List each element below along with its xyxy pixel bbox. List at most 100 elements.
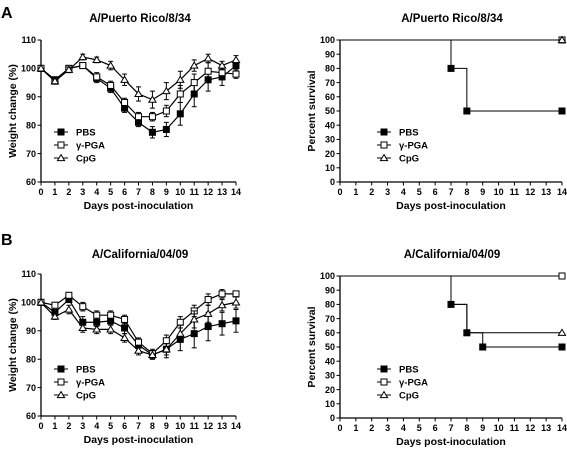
legend-entry: γ-PGA [377,378,428,389]
y-tick-label: 80 [26,354,36,364]
y-axis-label: Weight change (%) [7,64,19,158]
x-tick-label: 7 [136,187,141,197]
x-tick-label: 1 [52,187,57,197]
x-tick-label: 13 [541,187,551,197]
data-point [161,86,171,95]
legend-entry: PBS [377,128,419,139]
legend-label: CpG [76,154,96,165]
data-point [204,296,212,304]
legend-entry: CpG [54,154,96,165]
data-point [232,290,240,298]
x-tick-label: 8 [464,423,469,433]
y-tick-label: 60 [26,411,36,421]
data-point [557,328,567,336]
legend-entry: CpG [54,391,96,402]
data-point [479,343,487,351]
data-point [78,323,88,332]
legend-marker [380,141,388,149]
y-tick-label: 110 [21,35,36,45]
x-tick-label: 6 [122,421,127,431]
data-point [218,290,226,298]
x-tick-label: 14 [231,421,241,431]
y-tick-label: 80 [26,120,36,130]
x-tick-label: 0 [38,421,43,431]
data-point [148,113,156,121]
data-point [161,344,171,353]
x-tick-label: 12 [525,187,535,197]
legend-label: PBS [399,128,419,139]
x-tick-label: 6 [433,187,438,197]
legend-label: CpG [399,391,419,402]
data-point [203,54,213,62]
data-point [50,312,60,320]
data-point [190,330,198,338]
data-point [51,301,59,309]
data-point [203,309,213,317]
legend-label: PBS [399,365,419,376]
y-tick-label: 50 [325,342,335,352]
x-tick-label: 1 [353,187,358,197]
data-point [162,107,170,115]
data-point [231,298,241,306]
x-axis-label: Days post-inoculation [84,200,194,212]
legend-marker [56,390,66,399]
legend-label: γ-PGA [399,378,428,389]
data-point [217,300,227,309]
y-tick-label: 100 [21,298,36,308]
data-point [106,324,116,333]
data-point [64,65,74,73]
x-tick-label: 11 [510,187,520,197]
data-point [92,55,102,63]
x-tick-label: 10 [494,187,504,197]
data-point [176,90,184,98]
chart-title: A/Puerto Rico/8/34 [401,13,503,25]
legend-marker [57,128,65,136]
y-tick-label: 70 [325,314,335,324]
x-tick-label: 8 [464,187,469,197]
x-tick-label: 5 [417,423,422,433]
data-point [204,323,212,331]
legend-label: PBS [76,365,96,376]
legend-entry: γ-PGA [54,378,105,389]
legend-label: PBS [76,128,96,139]
y-tick-label: 70 [325,78,335,88]
data-point [190,90,198,98]
y-tick-label: 30 [325,371,335,381]
data-point [162,337,170,345]
y-tick-label: 90 [26,326,36,336]
x-tick-label: 2 [66,187,71,197]
legend-entry: γ-PGA [54,141,105,152]
legend-marker [57,141,65,149]
data-point [175,329,185,337]
chart-title: A/Puerto Rico/8/34 [89,13,191,25]
data-point [190,79,198,87]
y-tick-label: 100 [320,35,335,45]
x-tick-label: 1 [52,421,57,431]
legend-entry: γ-PGA [377,141,428,152]
y-tick-label: 90 [325,49,335,59]
legend-entry: PBS [377,365,419,376]
data-point [106,61,116,69]
data-point [121,324,129,332]
legend-label: CpG [399,154,419,165]
legend-label: CpG [76,391,96,402]
x-tick-label: 1 [353,423,358,433]
data-point [189,61,199,69]
x-tick-label: 11 [510,423,520,433]
y-tick-label: 40 [325,356,335,366]
data-point [231,55,241,63]
legend-entry: PBS [54,128,96,139]
x-axis-label: Days post-inoculation [396,200,506,212]
data-point [121,315,129,323]
y-tick-label: 90 [325,285,335,295]
data-point [134,89,143,98]
survival-chart-california: A/California/04/090 1 2 3 4 5 6 7 8 9 10 11 12 13 1401… [306,249,567,448]
y-tick-label: 20 [325,149,335,159]
data-point [120,333,130,341]
data-point [121,98,129,106]
data-point [558,272,566,280]
data-point [447,64,455,72]
survival-step-line [340,275,562,334]
data-point [79,62,87,70]
